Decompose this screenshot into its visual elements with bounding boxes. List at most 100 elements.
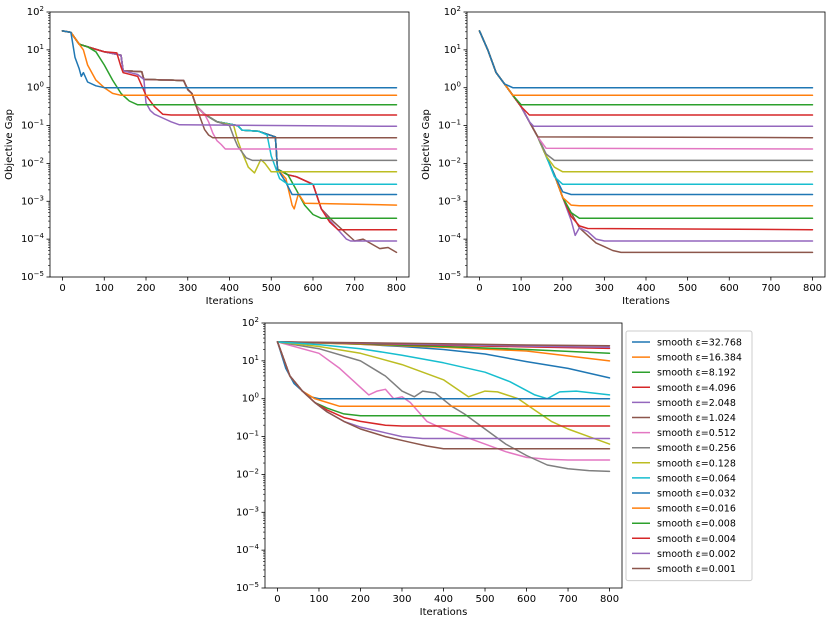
x-tick-label: 300	[178, 283, 197, 294]
y-tick-label: 10−1	[21, 119, 44, 132]
x-tick-label: 400	[220, 283, 239, 294]
y-axis-label: Objective Gap	[4, 109, 15, 180]
legend-entry: smooth ε=0.064	[657, 473, 736, 484]
x-axis-label: Iterations	[206, 296, 254, 307]
legend-entry: smooth ε=32.768	[657, 338, 742, 349]
legend-entry: smooth ε=0.256	[657, 443, 736, 454]
x-tick-label: 500	[475, 594, 494, 605]
y-tick-label: 102	[444, 5, 461, 18]
y-tick-label: 10−3	[236, 505, 259, 518]
series-line-top-left-4	[61, 30, 398, 210]
x-tick-label: 100	[309, 594, 328, 605]
y-tick-label: 10−2	[21, 156, 44, 169]
legend-entry: smooth ε=1.024	[657, 413, 736, 424]
legend-entry: smooth ε=16.384	[657, 353, 742, 364]
legend-entry: smooth ε=0.032	[657, 489, 736, 500]
x-tick-label: 600	[720, 283, 739, 294]
y-tick-label: 10−5	[21, 270, 44, 283]
y-tick-label: 10−1	[236, 430, 259, 443]
series-line-top-right-14	[478, 30, 814, 97]
y-tick-label: 10−3	[21, 194, 44, 207]
x-tick-label: 500	[262, 283, 281, 294]
series-line-bottom-12	[276, 341, 611, 417]
y-tick-label: 10−2	[438, 156, 461, 169]
x-tick-label: 0	[274, 594, 280, 605]
y-tick-label: 101	[27, 43, 44, 56]
y-tick-label: 10−4	[438, 232, 462, 245]
plot-bottom: 0 100 200 300 400 500 600 700 800 10−5 10−4 10−3 10−…	[236, 316, 623, 618]
legend-entry: smooth ε=0.016	[657, 504, 736, 515]
series-line-top-left-5	[61, 30, 398, 196]
series-line-top-left-2	[61, 30, 398, 231]
legend-entry: smooth ε=0.001	[657, 564, 736, 575]
y-tick-label: 100	[444, 81, 461, 94]
series-line-top-right-11	[478, 30, 814, 128]
series-line-top-right-4	[478, 30, 814, 207]
series-line-top-right-9	[478, 30, 814, 150]
series-line-top-right-13	[478, 30, 814, 106]
series-line-bottom-14	[276, 341, 611, 440]
series-line-top-right-0	[478, 30, 814, 254]
legend-entry: smooth ε=8.192	[657, 368, 736, 379]
series-line-top-left-12	[61, 30, 398, 116]
series-line-top-right-7	[478, 30, 814, 173]
series-line-top-right-2	[478, 30, 814, 231]
x-tick-label: 0	[476, 283, 482, 294]
x-tick-label: 200	[136, 283, 155, 294]
y-tick-label: 10−1	[438, 119, 461, 132]
series-line-top-right-6	[478, 30, 814, 186]
legend-entry: smooth ε=0.008	[657, 519, 736, 530]
legend-entry: smooth ε=2.048	[657, 398, 736, 409]
axes-frame	[466, 11, 826, 278]
series-line-top-right-15	[478, 30, 814, 89]
y-tick-label: 10−2	[236, 467, 259, 480]
x-tick-label: 500	[678, 283, 697, 294]
legend-entry: smooth ε=0.128	[657, 458, 736, 469]
legend-entry: smooth ε=0.512	[657, 428, 736, 439]
x-tick-label: 0	[59, 283, 65, 294]
series-line-top-right-3	[478, 30, 814, 220]
legend-entry: smooth ε=0.004	[657, 534, 736, 545]
x-tick-label: 800	[600, 594, 619, 605]
series-line-top-right-1	[478, 30, 814, 242]
y-tick-label: 10−5	[438, 270, 461, 283]
plot-top-right: 0 100 200 300 400 500 600 700 800 10−5 10−4 10−3 10−…	[421, 5, 826, 307]
legend-entry: smooth ε=4.096	[657, 383, 736, 394]
series-line-top-left-9	[61, 30, 398, 150]
x-tick-label: 300	[392, 594, 411, 605]
y-tick-label: 101	[444, 43, 461, 56]
x-tick-label: 600	[303, 283, 322, 294]
legend-entry: smooth ε=0.002	[657, 549, 736, 560]
x-tick-label: 600	[517, 594, 536, 605]
series-line-top-left-1	[61, 30, 398, 242]
series-line-top-left-0	[61, 30, 398, 254]
y-tick-label: 102	[27, 5, 44, 18]
x-tick-label: 200	[351, 594, 370, 605]
series-line-bottom-9	[276, 341, 611, 400]
x-tick-label: 800	[387, 283, 406, 294]
x-tick-label: 400	[434, 594, 453, 605]
y-tick-label: 100	[27, 81, 44, 94]
x-tick-label: 700	[345, 283, 364, 294]
x-tick-label: 100	[512, 283, 531, 294]
x-axis-label: Iterations	[420, 607, 468, 618]
y-axis-label: Objective Gap	[421, 109, 432, 180]
y-tick-label: 101	[242, 354, 259, 367]
series-line-top-left-15	[61, 30, 398, 89]
x-tick-label: 800	[803, 283, 822, 294]
legend-box	[625, 330, 753, 582]
plot-top-left: 0 100 200 300 400 500 600 700 800 10−5 10−4 10−3 10−…	[4, 5, 410, 307]
series-line-bottom-6	[276, 341, 611, 461]
series-line-top-right-12	[478, 30, 814, 116]
x-tick-label: 100	[95, 283, 114, 294]
x-tick-label: 700	[761, 283, 780, 294]
y-tick-label: 102	[242, 316, 259, 329]
series-line-top-left-10	[61, 30, 398, 139]
series-line-bottom-15	[276, 341, 611, 450]
legend: smooth ε=32.768 smooth ε=16.384 smooth ε=8…	[625, 330, 753, 582]
y-tick-label: 10−3	[438, 194, 461, 207]
series-line-top-right-5	[478, 30, 814, 196]
series-line-bottom-5	[276, 341, 611, 347]
y-tick-label: 10−4	[236, 543, 260, 556]
